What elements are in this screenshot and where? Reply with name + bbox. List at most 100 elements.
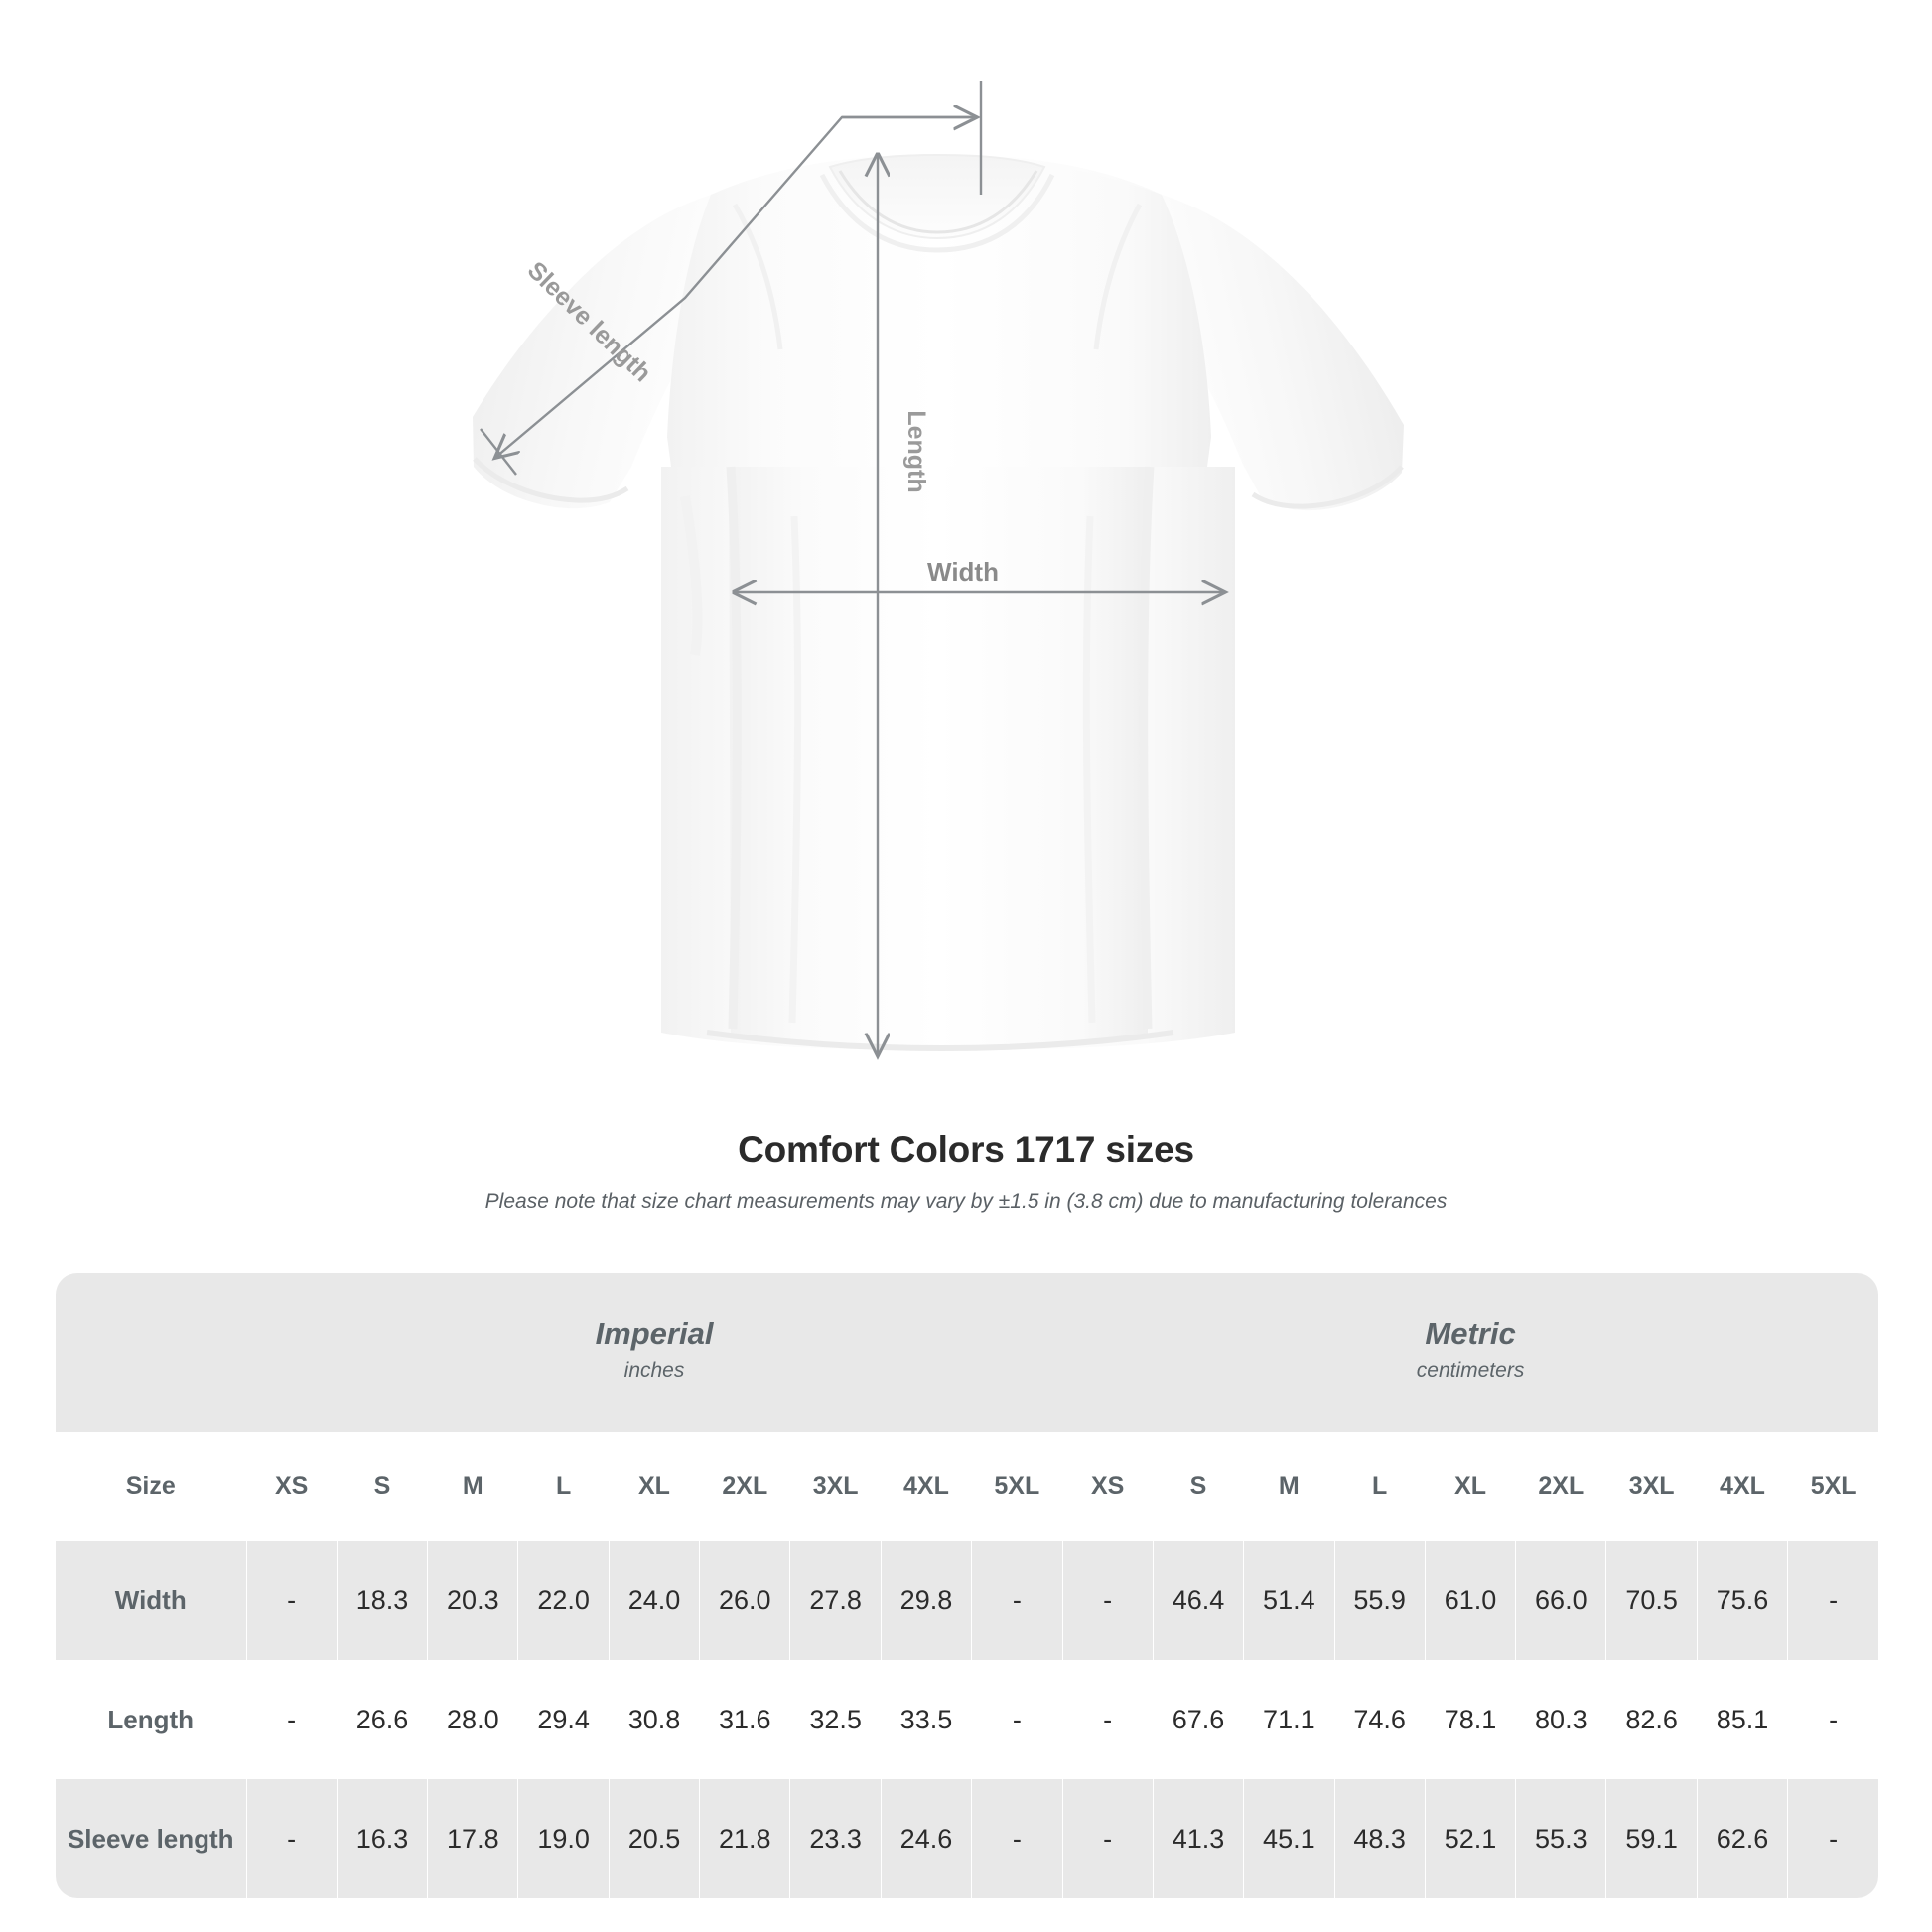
fabric-fold — [680, 495, 703, 656]
shirt-left-sleeve — [473, 195, 711, 509]
size-header-imperial-m: M — [427, 1432, 518, 1541]
unit-name: Imperial — [595, 1315, 714, 1351]
cell-width-metric-4xl: 75.6 — [1696, 1541, 1788, 1660]
size-table-body: Imperial inches Metric centimeters Size XS S M L… — [56, 1273, 1879, 1898]
cell-length-metric-m: 71.1 — [1243, 1660, 1334, 1779]
cell-sleeve-length-metric-3xl: 59.1 — [1605, 1779, 1698, 1898]
left-shoulder-seam — [732, 203, 783, 350]
left-sleeve-hem — [473, 457, 629, 503]
size-header-metric-s: S — [1152, 1432, 1244, 1541]
size-column-header: Size — [56, 1432, 246, 1541]
cell-width-metric-s: 46.4 — [1152, 1541, 1244, 1660]
table-row: Width -18.3 20.3 22.0 24.0 26.0 27.8 29.8- -46.4… — [56, 1541, 1879, 1660]
cell-length-imperial-m: 28.0 — [427, 1660, 518, 1779]
cell-width-imperial-5xl: - — [971, 1541, 1063, 1660]
unit-name: Metric — [1425, 1315, 1516, 1351]
cell-sleeve-length-imperial-4xl: 24.6 — [880, 1779, 972, 1898]
cell-length-metric-s: 67.6 — [1152, 1660, 1244, 1779]
unit-header-spacer — [56, 1273, 246, 1432]
cell-sleeve-length-imperial-l: 19.0 — [517, 1779, 610, 1898]
fabric-fold — [726, 466, 742, 1030]
page-title: Comfort Colors 1717 sizes — [738, 1129, 1194, 1170]
size-header-metric-4xl: 4XL — [1696, 1432, 1788, 1541]
tshirt-illustration: Sleeve length Length Width — [473, 81, 1404, 1112]
length-label: Length — [902, 410, 930, 492]
size-header-metric-5xl: 5XL — [1787, 1432, 1879, 1541]
cell-length-imperial-4xl: 33.5 — [880, 1660, 972, 1779]
unit-subtitle: centimeters — [1416, 1359, 1525, 1382]
cell-width-metric-m: 51.4 — [1243, 1541, 1334, 1660]
size-header-metric-m: M — [1243, 1432, 1334, 1541]
tshirt-diagram: Sleeve length Length Width — [473, 81, 1404, 1112]
table-row: Length -26.6 28.0 29.4 30.8 31.6 32.5 33.5- -67.… — [56, 1660, 1879, 1779]
cell-width-imperial-xs: - — [245, 1541, 338, 1660]
table-row: Sleeve length -16.3 17.8 19.0 20.5 21.8 23.3 24… — [56, 1779, 1879, 1898]
cell-length-imperial-xl: 30.8 — [608, 1660, 700, 1779]
cell-length-imperial-2xl: 31.6 — [699, 1660, 790, 1779]
cell-width-imperial-m: 20.3 — [427, 1541, 518, 1660]
right-shoulder-seam — [1093, 203, 1143, 350]
cell-sleeve-length-metric-4xl: 62.6 — [1696, 1779, 1788, 1898]
bottom-hem — [706, 1030, 1174, 1052]
cell-sleeve-length-metric-l: 48.3 — [1333, 1779, 1426, 1898]
width-label: Width — [927, 557, 999, 587]
cell-width-imperial-s: 18.3 — [336, 1541, 428, 1660]
right-sleeve-hem — [1251, 465, 1404, 509]
cell-width-metric-l: 55.9 — [1333, 1541, 1426, 1660]
tolerance-note: Please note that size chart measurements… — [484, 1190, 1448, 1214]
cell-length-imperial-3xl: 32.5 — [789, 1660, 882, 1779]
cell-width-metric-xs: - — [1061, 1541, 1154, 1660]
cell-width-imperial-2xl: 26.0 — [699, 1541, 790, 1660]
size-header-metric-xs: XS — [1061, 1432, 1154, 1541]
size-header-imperial-3xl: 3XL — [789, 1432, 882, 1541]
cell-length-metric-xl: 78.1 — [1424, 1660, 1516, 1779]
collar-rib — [819, 173, 1055, 253]
cell-width-imperial-3xl: 27.8 — [789, 1541, 882, 1660]
cell-length-metric-3xl: 82.6 — [1605, 1660, 1698, 1779]
unit-subtitle: inches — [623, 1359, 685, 1382]
cell-length-imperial-l: 29.4 — [517, 1660, 610, 1779]
cell-sleeve-length-metric-m: 45.1 — [1243, 1779, 1334, 1898]
cell-length-metric-xs: - — [1061, 1660, 1154, 1779]
shirt-right-sleeve — [1162, 195, 1404, 511]
cell-sleeve-length-imperial-5xl: - — [971, 1779, 1063, 1898]
cell-sleeve-length-imperial-m: 17.8 — [427, 1779, 518, 1898]
row-label-sleeve-length: Sleeve length — [56, 1779, 246, 1898]
size-header-imperial-s: S — [336, 1432, 428, 1541]
sleeve-length-end-tick — [480, 428, 517, 476]
size-header-metric-3xl: 3XL — [1605, 1432, 1698, 1541]
cell-sleeve-length-metric-2xl: 55.3 — [1515, 1779, 1606, 1898]
fabric-fold — [1139, 466, 1155, 1030]
size-header-row: Size XS S M L XL 2XL 3XL 4XL 5XL XS S M L XL 2XL 3XL 4XL 5… — [56, 1432, 1879, 1541]
cell-length-metric-l: 74.6 — [1333, 1660, 1426, 1779]
cell-width-imperial-4xl: 29.8 — [880, 1541, 972, 1660]
row-label-width: Width — [56, 1541, 246, 1660]
cell-width-imperial-xl: 24.0 — [608, 1541, 700, 1660]
size-header-imperial-xl: XL — [608, 1432, 700, 1541]
unit-header-metric: Metric centimeters — [1062, 1273, 1879, 1432]
size-header-metric-xl: XL — [1424, 1432, 1516, 1541]
size-header-imperial-2xl: 2XL — [699, 1432, 790, 1541]
size-header-imperial-xs: XS — [245, 1432, 338, 1541]
fabric-fold — [1082, 515, 1096, 1024]
unit-header-imperial: Imperial inches — [246, 1273, 1063, 1432]
cell-sleeve-length-metric-xl: 52.1 — [1424, 1779, 1516, 1898]
size-header-metric-2xl: 2XL — [1515, 1432, 1606, 1541]
cell-length-metric-4xl: 85.1 — [1696, 1660, 1788, 1779]
size-header-metric-l: L — [1333, 1432, 1426, 1541]
cell-sleeve-length-metric-5xl: - — [1787, 1779, 1879, 1898]
cell-length-imperial-5xl: - — [971, 1660, 1063, 1779]
unit-header-row: Imperial inches Metric centimeters — [56, 1273, 1879, 1432]
cell-sleeve-length-imperial-s: 16.3 — [336, 1779, 428, 1898]
cell-sleeve-length-metric-s: 41.3 — [1152, 1779, 1244, 1898]
title-block: Comfort Colors 1717 sizes Please note th… — [0, 1127, 1932, 1216]
cell-length-metric-2xl: 80.3 — [1515, 1660, 1606, 1779]
cell-sleeve-length-imperial-xs: - — [245, 1779, 338, 1898]
fabric-fold — [788, 515, 802, 1024]
size-table-container: Imperial inches Metric centimeters Size XS S M L… — [56, 1273, 1879, 1898]
cell-width-metric-3xl: 70.5 — [1605, 1541, 1698, 1660]
cell-sleeve-length-metric-xs: - — [1061, 1779, 1154, 1898]
cell-width-metric-xl: 61.0 — [1424, 1541, 1516, 1660]
cell-length-imperial-s: 26.6 — [336, 1660, 428, 1779]
